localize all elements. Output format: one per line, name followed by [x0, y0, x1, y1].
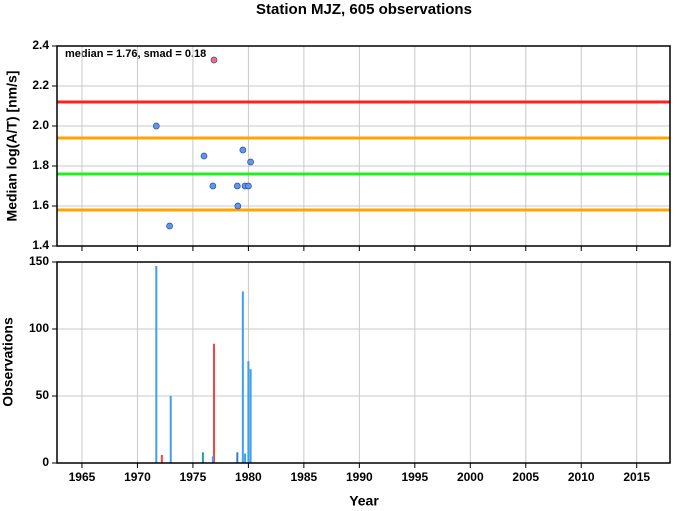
x-tick-label: 1990: [346, 470, 373, 484]
point: [210, 56, 218, 64]
y-tick-label: 50: [36, 388, 50, 402]
y-tick-label: 1.4: [32, 238, 49, 252]
bar: [244, 453, 247, 463]
x-tick-label: 1975: [180, 470, 207, 484]
y-tick-label: 150: [29, 254, 49, 268]
point: [234, 202, 242, 210]
plot-frame: [56, 45, 671, 247]
point: [245, 182, 252, 190]
y-tick-label: 0: [42, 455, 49, 469]
bar: [247, 361, 250, 463]
y-tick-label: 100: [29, 321, 49, 335]
point: [209, 182, 217, 190]
x-tick-label: 1995: [401, 470, 428, 484]
point: [247, 158, 254, 166]
x-tick-label: 2010: [568, 470, 595, 484]
x-axis-label: Year: [349, 493, 379, 509]
point: [200, 152, 208, 160]
annotation: median = 1.76, smad = 0.18: [65, 48, 206, 60]
bar: [169, 396, 172, 463]
bar: [155, 266, 158, 463]
y-axis-label: Median log(A/T) [nm/s]: [4, 71, 20, 222]
point: [166, 222, 173, 230]
y-tick-label: 2.2: [32, 78, 49, 92]
chart-title: Station MJZ, 605 observations: [256, 1, 472, 18]
x-tick-label: 1965: [69, 470, 96, 484]
point: [152, 122, 160, 130]
y-axis-label: Observations: [0, 317, 16, 407]
x-tick-label: 2000: [457, 470, 484, 484]
y-tick-label: 1.8: [32, 158, 49, 172]
y-tick-label: 1.6: [32, 198, 49, 212]
y-tick-label: 2.4: [32, 38, 49, 52]
x-tick-label: 1980: [235, 470, 262, 484]
y-tick-label: 2.0: [32, 118, 49, 132]
bar: [212, 343, 215, 463]
x-tick-label: 1970: [124, 470, 151, 484]
point: [239, 146, 247, 154]
bar: [241, 291, 244, 463]
bar: [249, 369, 252, 463]
plot-frame: [56, 261, 671, 464]
bar: [160, 454, 163, 463]
x-tick-label: 2005: [512, 470, 539, 484]
x-tick-label: 1985: [291, 470, 318, 484]
bar: [236, 452, 239, 463]
x-tick-label: 2015: [623, 470, 650, 484]
point: [233, 182, 241, 190]
bar: [201, 452, 204, 463]
bar: [211, 456, 214, 463]
